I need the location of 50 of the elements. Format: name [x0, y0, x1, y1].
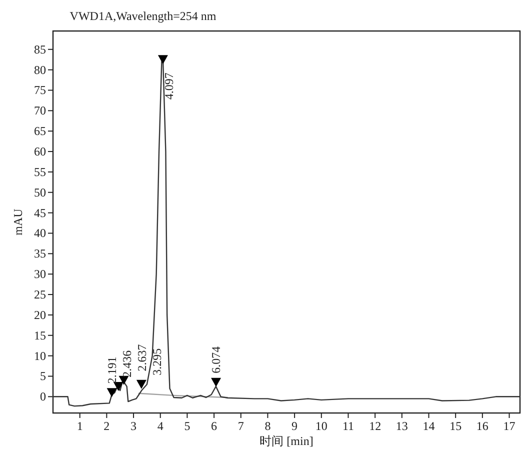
x-tick-label: 11 [342, 419, 354, 433]
y-tick-label: 45 [34, 206, 46, 220]
x-tick-label: 16 [476, 419, 488, 433]
point [106, 388, 117, 398]
x-tick-label: 1 [76, 419, 83, 433]
x-tick-label: 9 [292, 419, 298, 433]
y-tick-label: 15 [34, 328, 46, 342]
x-tick-label: 2 [104, 419, 110, 433]
x-tick-label: 14 [422, 419, 435, 433]
x-tick-label: 13 [396, 419, 408, 433]
x-tick-label: 7 [238, 419, 244, 433]
x-tick-label: 6 [211, 419, 218, 433]
y-tick-label: 0 [40, 390, 46, 404]
x-tick-label: 15 [450, 419, 462, 433]
x-tick-label: 5 [184, 419, 190, 433]
y-tick-label: 85 [34, 42, 46, 56]
y-tick-label: 65 [34, 124, 46, 138]
y-tick-label: 5 [40, 369, 46, 384]
x-axis-title: 时间 [min] [260, 434, 314, 448]
x-tick-label: 4 [157, 419, 164, 433]
y-tick-label: 35 [34, 246, 46, 261]
point [118, 376, 129, 385]
x-tick-label: 10 [315, 419, 328, 433]
x-tick-label: 8 [264, 419, 271, 433]
y-axis-title: mAU [11, 208, 25, 236]
annotation: 6.074 [209, 346, 223, 374]
y-tick-label: 40 [34, 226, 46, 240]
annotation: 3.295 [150, 348, 164, 376]
annotation: 2.191 [104, 356, 119, 384]
y-tick-label: 70 [34, 104, 46, 118]
x-tick-label: 3 [130, 419, 137, 433]
y-tick-label: 55 [34, 164, 46, 179]
y-tick-label: 75 [34, 83, 46, 98]
y-tick-label: 30 [34, 267, 46, 282]
annotation: 2.637 [134, 344, 149, 372]
point [158, 55, 168, 64]
annotation: 4.097 [162, 72, 176, 100]
y-tick-label: 50 [34, 185, 46, 200]
point [211, 378, 222, 387]
annotation: 2.436 [120, 350, 134, 378]
y-tick-label: 60 [34, 144, 46, 159]
y-tick-label: 10 [34, 348, 46, 363]
point [136, 380, 146, 389]
y-tick-label: 20 [34, 308, 46, 322]
y-tick-label: 25 [34, 288, 46, 302]
x-tick-label: 12 [369, 419, 382, 433]
x-tick-label: 17 [503, 419, 516, 433]
y-tick-label: 80 [34, 62, 46, 77]
point [113, 382, 124, 391]
chart-title: VWD1A,Wavelength=254 nm [70, 9, 217, 23]
